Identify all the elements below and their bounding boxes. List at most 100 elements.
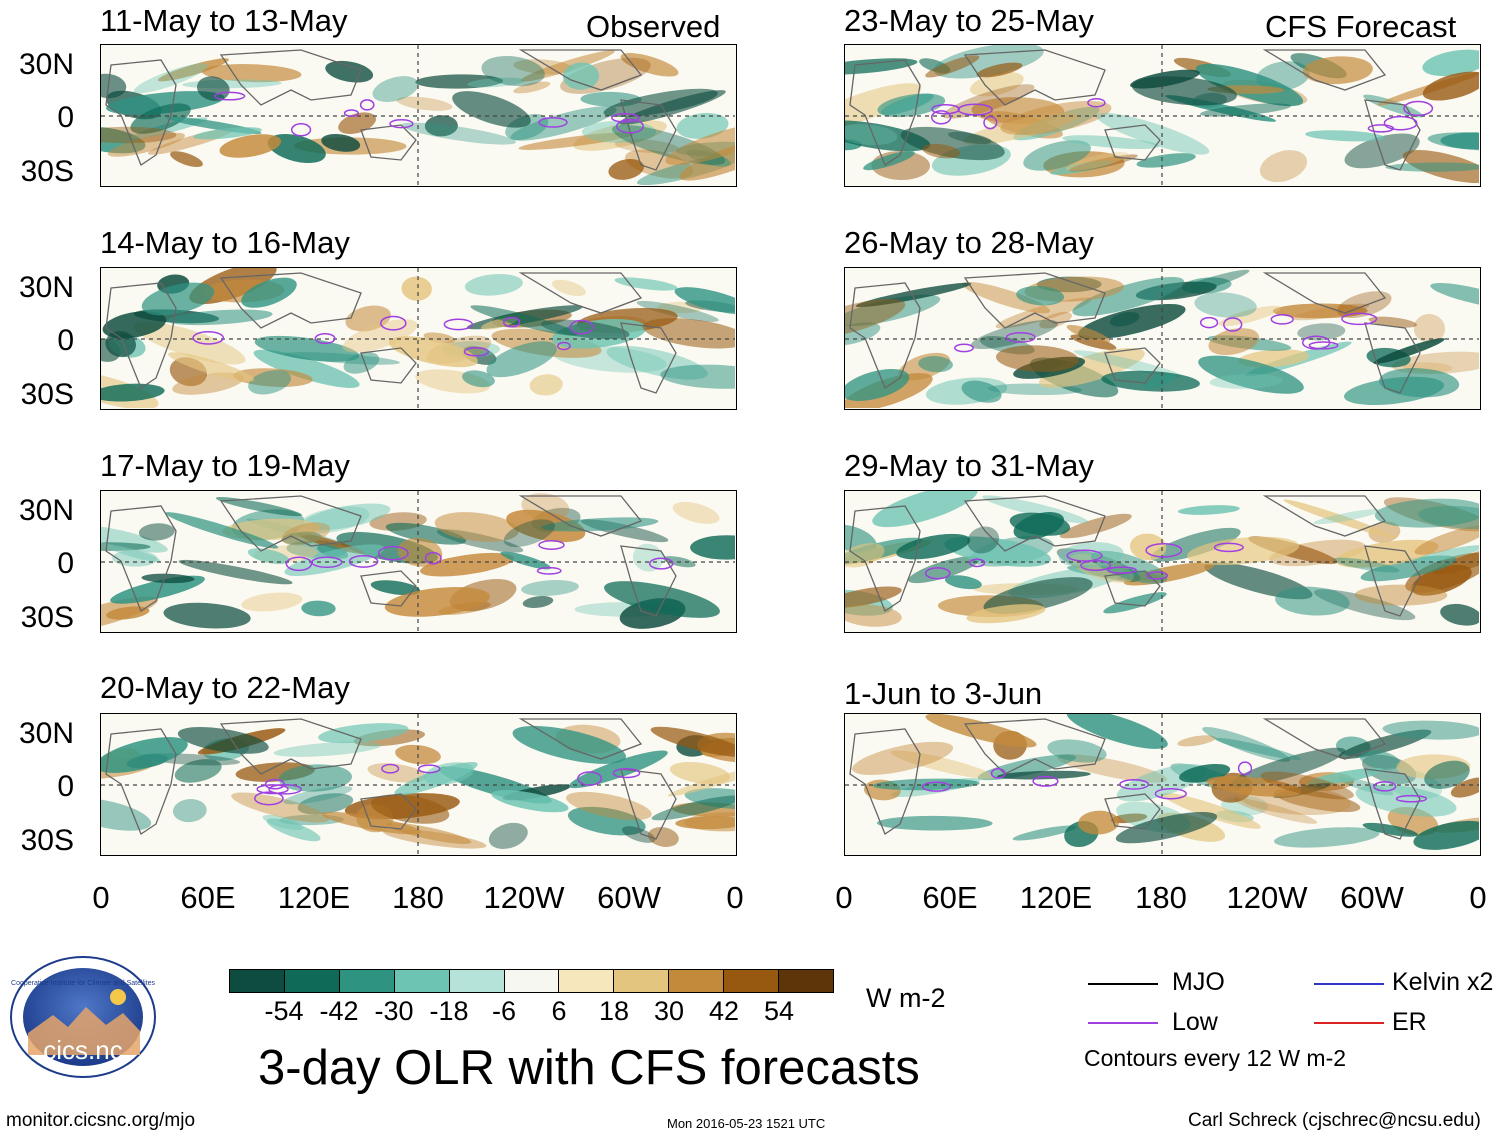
footer-url[interactable]: monitor.cicsnc.org/mjo xyxy=(6,1110,196,1131)
olr-anomaly-blob xyxy=(168,352,255,382)
low-contour xyxy=(463,347,490,357)
legend-label-low: Low xyxy=(1172,1008,1218,1036)
olr-anomaly-blob xyxy=(470,305,578,336)
olr-anomaly-blob xyxy=(101,542,151,551)
colorbar-swatch xyxy=(559,970,615,992)
lat-label: 0 xyxy=(57,547,74,580)
olr-anomaly-blob xyxy=(513,81,551,94)
olr-anomaly-blob xyxy=(967,526,1000,554)
olr-anomaly-blob xyxy=(997,770,1091,780)
olr-anomaly-blob xyxy=(1344,133,1420,169)
olr-anomaly-blob xyxy=(1078,303,1186,340)
low-contour xyxy=(311,556,343,569)
coastline xyxy=(1364,545,1421,617)
lat-label: 0 xyxy=(57,770,74,803)
colorbar-swatch xyxy=(779,970,833,992)
legend-line-kelvin xyxy=(1314,983,1384,985)
olr-anomaly-blob xyxy=(961,380,1002,403)
olr-anomaly-blob xyxy=(138,523,175,541)
coastline xyxy=(620,768,677,840)
legend-line-low xyxy=(1088,1022,1158,1024)
lon-label: 120E xyxy=(1019,880,1093,915)
olr-anomaly-blob xyxy=(608,158,644,180)
low-contour xyxy=(503,316,521,328)
olr-anomaly-blob xyxy=(684,812,735,832)
low-contour xyxy=(957,103,993,116)
map-panel-forecast-4 xyxy=(844,713,1481,856)
observed-header: Observed xyxy=(586,9,721,44)
olr-anomaly-blob xyxy=(948,131,992,145)
legend-label-kelvin: Kelvin x2 xyxy=(1392,968,1494,996)
low-contour xyxy=(1087,97,1106,108)
low-contour xyxy=(1341,312,1378,326)
coastline xyxy=(518,495,643,537)
lat-label: 0 xyxy=(57,324,74,357)
olr-anomaly-blob xyxy=(562,62,600,90)
olr-anomaly-blob xyxy=(863,151,915,171)
olr-anomaly-blob xyxy=(434,512,519,542)
olr-anomaly-blob xyxy=(667,763,735,797)
olr-anomaly-blob xyxy=(855,282,972,308)
colorbar-tick-label: 54 xyxy=(763,996,795,1026)
olr-anomaly-blob xyxy=(104,544,161,562)
low-contour xyxy=(1270,313,1294,325)
cics-logo: cics.nc Cooperative Institute for Climat… xyxy=(8,955,158,1080)
olr-anomaly-blob xyxy=(845,58,918,75)
olr-anomaly-blob xyxy=(1012,825,1077,841)
coastline xyxy=(105,505,177,612)
olr-anomaly-map xyxy=(845,45,1479,185)
lon-label: 60E xyxy=(180,880,236,915)
lat-label: 30N xyxy=(18,494,74,527)
olr-anomaly-blob xyxy=(876,815,993,831)
colorbar-swatch xyxy=(669,970,725,992)
olr-anomaly-blob xyxy=(141,282,215,316)
olr-anomaly-blob xyxy=(1194,292,1257,318)
legend-label-mjo: MJO xyxy=(1172,968,1225,996)
olr-anomaly-blob xyxy=(1422,49,1479,77)
coastline xyxy=(1104,793,1161,830)
low-contour xyxy=(983,115,998,130)
olr-anomaly-blob xyxy=(1422,71,1479,101)
low-contour xyxy=(343,109,359,117)
olr-anomaly-blob xyxy=(415,74,503,89)
low-contour xyxy=(1373,781,1397,792)
olr-anomaly-blob xyxy=(1307,767,1385,786)
olr-anomaly-blob xyxy=(521,493,570,521)
low-contour xyxy=(968,558,986,568)
olr-anomaly-blob xyxy=(1305,130,1385,142)
olr-anomaly-blob xyxy=(1379,368,1460,398)
olr-anomaly-map xyxy=(845,491,1479,631)
olr-anomaly-blob xyxy=(105,331,137,358)
coastline xyxy=(849,728,921,835)
olr-anomaly-blob xyxy=(1050,160,1114,175)
olr-anomaly-blob xyxy=(944,536,1052,567)
low-contour xyxy=(264,778,286,790)
lon-label: 120E xyxy=(277,880,351,915)
olr-anomaly-blob xyxy=(1177,735,1216,747)
coastline xyxy=(620,99,677,171)
map-panel-forecast-2 xyxy=(844,267,1481,410)
olr-anomaly-blob xyxy=(983,577,1093,614)
lat-label: 30N xyxy=(18,717,74,750)
olr-anomaly-blob xyxy=(942,84,1035,119)
legend-line-mjo xyxy=(1088,983,1158,985)
contour-note: Contours every 12 W m-2 xyxy=(1084,1045,1347,1071)
lat-label: 30S xyxy=(20,601,74,634)
olr-anomaly-blob xyxy=(248,370,292,395)
olr-anomaly-blob xyxy=(872,491,978,528)
olr-anomaly-blob xyxy=(1363,94,1424,118)
main-title: 3-day OLR with CFS forecasts xyxy=(258,1041,920,1095)
coastline xyxy=(1262,272,1387,314)
lon-label: 120W xyxy=(1226,880,1308,915)
lat-label: 30S xyxy=(20,824,74,857)
coastline xyxy=(518,272,643,314)
olr-anomaly-blob xyxy=(1385,162,1479,172)
olr-anomaly-blob xyxy=(1150,527,1241,562)
olr-anomaly-blob xyxy=(1413,820,1479,850)
olr-anomaly-blob xyxy=(969,72,1024,97)
olr-anomaly-blob xyxy=(1206,776,1302,797)
olr-anomaly-blob xyxy=(283,786,353,805)
olr-anomaly-blob xyxy=(254,335,360,362)
olr-anomaly-blob xyxy=(925,55,980,78)
low-contour xyxy=(1145,542,1183,558)
